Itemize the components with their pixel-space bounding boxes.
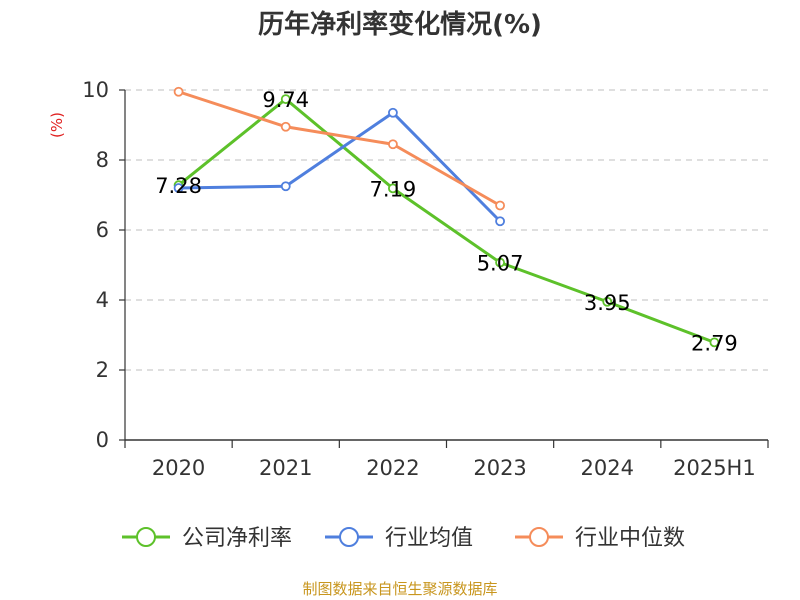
data-point [495, 216, 505, 227]
series-line-1 [177, 97, 715, 344]
data-label: 7.28 [155, 174, 202, 198]
data-point [388, 139, 398, 150]
data-label: 9.74 [262, 88, 309, 112]
y-tick-label: 0 [96, 428, 109, 452]
x-tick-label: 2022 [366, 456, 419, 480]
gridlines [125, 89, 768, 371]
data-point [709, 337, 720, 348]
y-tick-label: 10 [82, 78, 109, 102]
series-lines [173, 86, 720, 348]
legend-marker [136, 527, 156, 547]
data-label: 7.19 [370, 177, 417, 201]
x-tick-label: 2023 [473, 456, 526, 480]
y-tick-label: 2 [96, 358, 109, 382]
data-label: 2.79 [691, 331, 738, 355]
x-tick-label: 2024 [581, 456, 634, 480]
series-line-3 [178, 90, 501, 207]
data-point [388, 183, 398, 194]
data-point [280, 181, 291, 192]
x-tick-label: 2025H1 [673, 456, 756, 480]
x-tick-label: 2021 [259, 456, 312, 480]
y-tick-label: 6 [96, 218, 109, 242]
data-point [173, 86, 184, 97]
data-point [602, 296, 613, 307]
y-axis-label: (%) [48, 112, 66, 138]
data-point [280, 94, 291, 104]
data-point [280, 121, 291, 132]
data-point [388, 107, 398, 118]
data-labels: 7.28 9.74 7.19 5.07 3.95 2.79 [155, 88, 738, 355]
legend-label-2: 行业均值 [385, 526, 473, 551]
data-label: 5.07 [477, 252, 524, 276]
data-point [495, 257, 505, 268]
legend-label-1: 公司净利率 [182, 526, 292, 551]
x-tick-label: 2020 [152, 456, 205, 480]
axes: 0 2 4 6 8 10 (%) 2020 2021 2022 2023 2024 2025H1 [48, 78, 769, 480]
legend[interactable]: 公司净利率 行业均值 行业中位数 [122, 526, 685, 551]
data-point [173, 183, 184, 193]
legend-marker [529, 527, 549, 547]
source-note: 制图数据来自恒生聚源数据库 [302, 580, 498, 598]
y-tick-label: 4 [96, 288, 109, 312]
legend-label-3: 行业中位数 [575, 526, 685, 551]
legend-marker [339, 527, 359, 547]
chart-title: 历年净利率变化情况(%) [258, 10, 542, 40]
y-tick-label: 8 [96, 148, 109, 172]
data-point [495, 200, 505, 211]
data-label: 3.95 [584, 291, 631, 315]
series-line-2 [178, 111, 502, 223]
